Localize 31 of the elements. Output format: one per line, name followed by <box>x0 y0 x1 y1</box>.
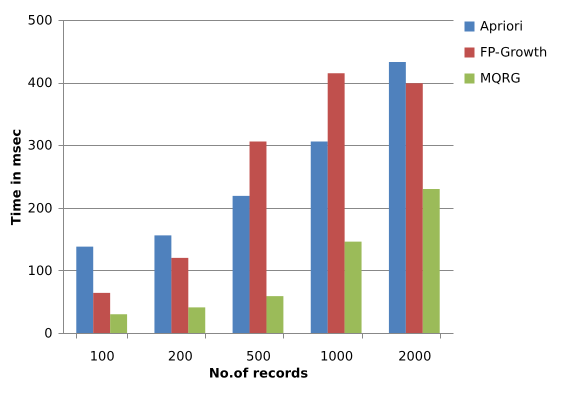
bar <box>344 242 362 333</box>
x-tick-label: 100 <box>90 350 115 364</box>
y-tick-label: 100 <box>28 264 52 279</box>
y-tick-label: 400 <box>28 76 52 92</box>
y-axis-title: Time in msec <box>10 128 25 226</box>
bar <box>250 141 266 333</box>
bar <box>328 73 345 333</box>
x-tick-label: 1000 <box>320 350 354 364</box>
bar <box>93 292 110 333</box>
bar <box>388 62 406 333</box>
bar <box>76 246 94 333</box>
bar <box>310 141 328 333</box>
y-tick-label: 300 <box>28 138 52 154</box>
y-tick-label: 500 <box>28 14 52 28</box>
x-tick-label: 2000 <box>398 350 432 364</box>
y-tick-label: 200 <box>28 201 52 216</box>
bar <box>110 314 128 333</box>
y-tick-label: 0 <box>44 326 52 342</box>
bar <box>171 258 188 333</box>
x-tick-label: 500 <box>246 350 271 364</box>
legend-label: MQRG <box>480 72 521 86</box>
bar <box>188 307 206 333</box>
bar <box>266 296 284 333</box>
bar <box>154 235 172 333</box>
x-tick-label: 200 <box>168 350 193 364</box>
legend-label: FP-Growth <box>480 46 548 60</box>
legend-label: Apriori <box>480 20 524 34</box>
x-axis-title: No.of records <box>208 366 308 382</box>
bar <box>422 189 440 333</box>
bar <box>232 196 250 333</box>
bar <box>406 83 423 333</box>
